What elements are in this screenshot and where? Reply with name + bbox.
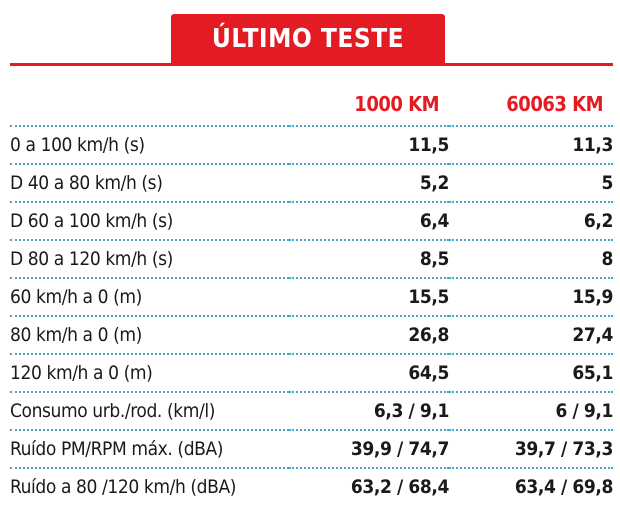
column-header: 1000 KM 60063 KM — [10, 88, 613, 122]
title-divider — [10, 63, 613, 66]
table-row: Consumo urb./rod. (km/l) 6,3 / 9,1 6 / 9,1 — [10, 391, 613, 430]
table-row: Ruído PM/RPM máx. (dBA) 39,9 / 74,7 39,7 /… — [10, 429, 613, 468]
table-row: 80 km/h a 0 (m) 26,8 27,4 — [10, 315, 613, 354]
table-row: Ruído a 80 /120 km/h (dBA) 63,2 / 68,4 63,… — [10, 467, 613, 505]
table-row: D 60 a 100 km/h (s) 6,4 6,2 — [10, 201, 613, 240]
value-1000km: 8,5 — [289, 239, 449, 278]
page-title: ÚLTIMO TESTE — [171, 14, 445, 63]
table-row: D 80 a 120 km/h (s) 8,5 8 — [10, 239, 613, 278]
value-1000km: 64,5 — [289, 353, 449, 392]
test-results-table: 0 a 100 km/h (s) 11,5 11,3 D 40 a 80 km/h (… — [10, 125, 613, 505]
value-60063km: 8 — [449, 239, 613, 278]
row-label: D 60 a 100 km/h (s) — [10, 201, 289, 240]
title-bar: ÚLTIMO TESTE — [0, 0, 620, 66]
column-header-1000km: 1000 KM — [354, 92, 439, 116]
table-row: 0 a 100 km/h (s) 11,5 11,3 — [10, 125, 613, 164]
value-1000km: 15,5 — [289, 277, 449, 316]
row-label: D 40 a 80 km/h (s) — [10, 163, 289, 202]
value-60063km: 11,3 — [449, 125, 613, 164]
row-label: 80 km/h a 0 (m) — [10, 315, 289, 354]
value-1000km: 5,2 — [289, 163, 449, 202]
row-label: 120 km/h a 0 (m) — [10, 353, 289, 392]
row-label: 0 a 100 km/h (s) — [10, 125, 289, 164]
value-60063km: 27,4 — [449, 315, 613, 354]
value-1000km: 6,3 / 9,1 — [289, 391, 449, 430]
row-label: Ruído PM/RPM máx. (dBA) — [10, 429, 289, 468]
row-label: Ruído a 80 /120 km/h (dBA) — [10, 467, 289, 505]
value-60063km: 6,2 — [449, 201, 613, 240]
value-1000km: 26,8 — [289, 315, 449, 354]
value-1000km: 63,2 / 68,4 — [289, 467, 449, 505]
row-label: Consumo urb./rod. (km/l) — [10, 391, 289, 430]
value-60063km: 5 — [449, 163, 613, 202]
column-header-60063km: 60063 KM — [506, 92, 603, 116]
value-60063km: 65,1 — [449, 353, 613, 392]
row-label: D 80 a 120 km/h (s) — [10, 239, 289, 278]
value-1000km: 39,9 / 74,7 — [289, 429, 449, 468]
table-row: D 40 a 80 km/h (s) 5,2 5 — [10, 163, 613, 202]
table-row: 60 km/h a 0 (m) 15,5 15,9 — [10, 277, 613, 316]
table-body: 0 a 100 km/h (s) 11,5 11,3 D 40 a 80 km/h (… — [10, 125, 613, 505]
value-60063km: 39,7 / 73,3 — [449, 429, 613, 468]
value-1000km: 6,4 — [289, 201, 449, 240]
value-1000km: 11,5 — [289, 125, 449, 164]
table-row: 120 km/h a 0 (m) 64,5 65,1 — [10, 353, 613, 392]
value-60063km: 6 / 9,1 — [449, 391, 613, 430]
value-60063km: 63,4 / 69,8 — [449, 467, 613, 505]
row-label: 60 km/h a 0 (m) — [10, 277, 289, 316]
value-60063km: 15,9 — [449, 277, 613, 316]
